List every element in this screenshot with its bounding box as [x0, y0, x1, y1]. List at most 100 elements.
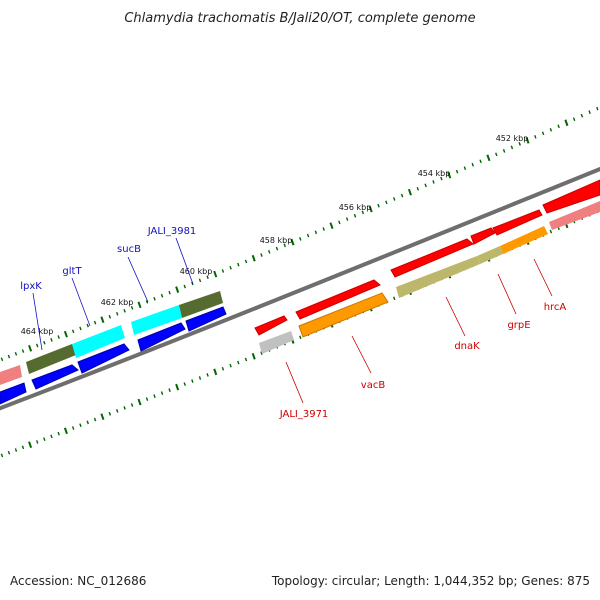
minor-tick	[130, 305, 134, 310]
cog-feature	[298, 292, 389, 338]
ruler-label: 462 kbp	[101, 298, 134, 307]
minor-tick	[71, 329, 75, 334]
minor-tick	[502, 149, 506, 153]
cog-feature	[259, 331, 294, 354]
cds-feature	[470, 227, 496, 245]
minor-tick	[353, 213, 357, 218]
minor-tick	[510, 145, 514, 150]
minor-tick	[322, 227, 325, 231]
minor-tick	[43, 340, 46, 345]
minor-tick	[14, 448, 18, 452]
cog-feature	[500, 226, 548, 254]
minor-tick	[71, 426, 75, 430]
minor-tick	[385, 200, 388, 205]
minor-tick	[183, 284, 186, 289]
minor-tick	[35, 440, 39, 444]
minor-tick	[377, 203, 380, 208]
minor-tick	[206, 275, 209, 280]
minor-tick	[229, 363, 232, 368]
minor-tick	[440, 176, 443, 181]
minor-tick	[108, 411, 112, 416]
label-leaders	[32, 237, 553, 404]
major-tick	[525, 137, 530, 144]
minor-tick	[0, 357, 4, 362]
minor-tick	[424, 183, 427, 188]
forward-cog-track	[259, 201, 600, 354]
major-tick	[213, 368, 218, 376]
cds-feature	[295, 279, 381, 320]
minor-tick	[50, 434, 53, 439]
minor-tick	[93, 417, 97, 422]
major-tick	[329, 222, 334, 230]
minor-tick	[299, 335, 302, 340]
major-tick	[290, 238, 295, 246]
minor-tick	[168, 290, 171, 295]
minor-tick	[541, 131, 545, 136]
gene-label-sucB: sucB	[117, 244, 141, 255]
gene-label-lpxK: lpxK	[20, 281, 42, 292]
major-tick	[564, 119, 569, 127]
minor-tick	[160, 293, 164, 298]
minor-tick	[463, 166, 467, 171]
minor-tick	[588, 110, 591, 114]
map-title: Chlamydia trachomatis B/Jali20/OT, compl…	[124, 11, 475, 26]
minor-tick	[123, 308, 126, 313]
outer-ruler	[0, 106, 599, 362]
gene-label-gltT: gltT	[62, 266, 82, 277]
minor-tick	[35, 343, 39, 348]
ruler-label: 460 kbp	[180, 267, 213, 276]
minor-tick	[130, 403, 134, 407]
gene-label-grpE: grpE	[507, 320, 530, 331]
minor-tick	[221, 366, 225, 371]
minor-tick	[471, 162, 474, 167]
major-tick	[251, 254, 256, 262]
minor-tick	[79, 326, 82, 331]
minor-tick	[57, 431, 60, 436]
major-tick	[63, 427, 68, 435]
major-tick	[251, 352, 256, 360]
minor-tick	[93, 320, 97, 325]
major-tick	[368, 205, 373, 213]
major-tick	[137, 398, 142, 406]
minor-tick	[14, 351, 18, 356]
gene-label-vacB: vacB	[361, 380, 386, 391]
cds-feature	[390, 238, 474, 278]
minor-tick	[361, 210, 365, 215]
minor-tick	[479, 159, 482, 164]
genome-summary: Topology: circular; Length: 1,044,352 bp…	[271, 574, 590, 588]
minor-tick	[314, 230, 318, 235]
cog-feature	[72, 325, 125, 358]
cog-feature	[549, 201, 600, 230]
ruler-label: 452 kbp	[496, 134, 529, 143]
cds-feature	[254, 315, 288, 336]
gene-label-JALI_3971: JALI_3971	[279, 409, 329, 420]
minor-tick	[7, 354, 11, 359]
major-tick	[407, 188, 412, 196]
major-tick	[175, 383, 180, 391]
minor-tick	[153, 296, 156, 301]
minor-tick	[557, 124, 560, 129]
minor-tick	[115, 409, 119, 413]
minor-tick	[306, 233, 310, 238]
ruler-label: 456 kbp	[339, 203, 372, 212]
minor-tick	[237, 360, 240, 365]
cds-feature	[542, 179, 600, 214]
minor-tick	[455, 169, 459, 174]
minor-tick	[534, 135, 537, 139]
gene-label-JALI_3981: JALI_3981	[147, 226, 197, 237]
minor-tick	[0, 453, 4, 458]
minor-tick	[86, 323, 89, 328]
minor-tick	[275, 246, 279, 251]
major-tick	[175, 286, 180, 293]
minor-tick	[432, 180, 435, 184]
minor-tick	[115, 311, 119, 316]
major-tick	[137, 301, 142, 309]
ruler-labels: 452 kbp 454 kbp 456 kbp 458 kbp 460 kbp …	[21, 134, 529, 336]
cog-feature	[26, 344, 76, 374]
major-tick	[486, 154, 491, 162]
minor-tick	[168, 388, 171, 392]
cds-feature	[185, 306, 227, 332]
major-tick	[28, 344, 33, 352]
minor-tick	[183, 382, 186, 386]
ruler-label: 454 kbp	[418, 169, 451, 178]
